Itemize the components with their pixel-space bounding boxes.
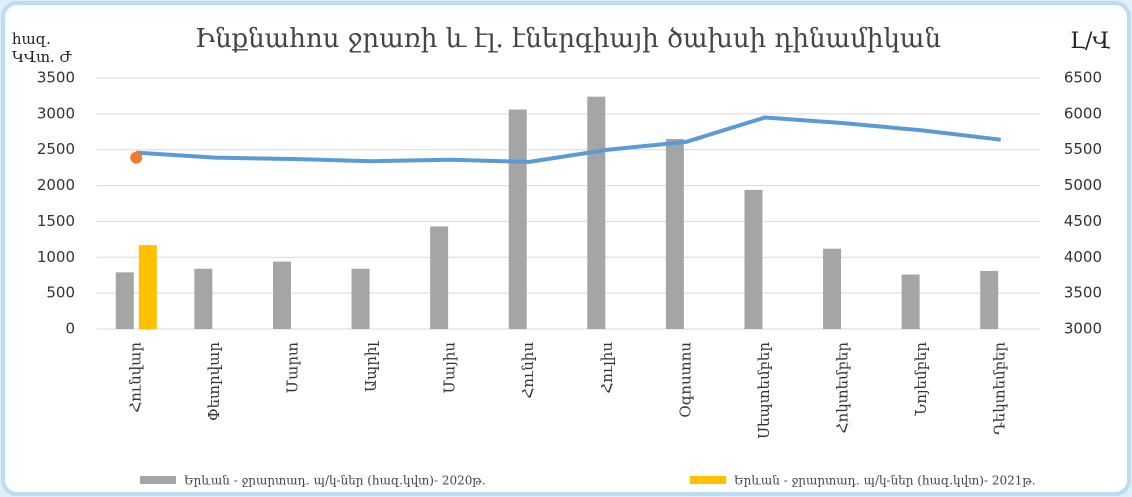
x-tick-label: Հունիս bbox=[519, 342, 537, 399]
bar bbox=[744, 189, 763, 329]
x-tick-label: Օգոստոս bbox=[676, 342, 694, 418]
x-tick-label: Մարտ bbox=[283, 342, 301, 393]
x-tick-label: Փետրվար bbox=[205, 342, 223, 421]
bar bbox=[823, 248, 842, 329]
y-tick-label: 1500 bbox=[37, 212, 75, 230]
bar bbox=[272, 261, 291, 329]
y-axis-label: հազ. bbox=[12, 30, 51, 48]
x-tick-label: Մայիս bbox=[441, 342, 459, 394]
y-tick-label: 3000 bbox=[37, 104, 75, 122]
y2-tick-label: 6000 bbox=[1064, 104, 1102, 122]
bar bbox=[138, 245, 157, 329]
point bbox=[130, 151, 143, 164]
y2-tick-label: 3000 bbox=[1064, 320, 1102, 338]
bar bbox=[194, 268, 213, 329]
y2-tick-label: 5000 bbox=[1064, 176, 1102, 194]
legend-label: Երևան - ջրարտադ. պ/կ-ներ (հազ.կվտ)- 2021… bbox=[734, 474, 1036, 488]
legend-swatch bbox=[690, 476, 726, 484]
bar bbox=[430, 226, 449, 329]
x-tick-label: Նոյեմբեր bbox=[912, 342, 930, 417]
y-tick-label: 3500 bbox=[37, 69, 75, 87]
y-tick-label: 500 bbox=[46, 284, 75, 302]
y2-tick-label: 5500 bbox=[1064, 140, 1102, 158]
bar bbox=[351, 268, 370, 329]
y-axis-label: ԿՎտ. Ժ bbox=[12, 48, 73, 66]
x-tick-label: Դեկտեմբեր bbox=[991, 342, 1009, 435]
x-tick-label: Հոկտեմբեր bbox=[834, 342, 852, 434]
x-tick-label: Սեպտեմբեր bbox=[755, 342, 773, 439]
bar bbox=[665, 138, 684, 329]
chart-title: Ինքնահոս ջրառի և էլ. էներգիայի ծախսի դին… bbox=[195, 24, 941, 54]
y-tick-label: 1000 bbox=[37, 248, 75, 266]
y-tick-label: 0 bbox=[65, 320, 75, 338]
y2-axis-label: Լ/Վ bbox=[1070, 29, 1110, 54]
bar bbox=[980, 270, 999, 329]
x-tick-label: Հունվար bbox=[126, 342, 144, 413]
y2-tick-label: 4000 bbox=[1064, 248, 1102, 266]
bar bbox=[587, 96, 606, 329]
y-tick-label: 2500 bbox=[37, 140, 75, 158]
legend-label: Երևան - ջրարտադ. պ/կ-ներ (հազ.կվտ)- 2020… bbox=[184, 474, 486, 488]
bar bbox=[901, 274, 920, 329]
y2-tick-label: 6500 bbox=[1064, 69, 1102, 87]
y2-tick-label: 4500 bbox=[1064, 212, 1102, 230]
bar bbox=[115, 272, 134, 329]
bar bbox=[508, 109, 527, 329]
y-tick-label: 2000 bbox=[37, 176, 75, 194]
x-tick-label: Հուլիս bbox=[598, 342, 616, 394]
line bbox=[136, 115, 1001, 164]
legend-swatch bbox=[140, 476, 176, 484]
y2-tick-label: 3500 bbox=[1064, 284, 1102, 302]
x-tick-label: Ապրիլ bbox=[362, 341, 380, 392]
